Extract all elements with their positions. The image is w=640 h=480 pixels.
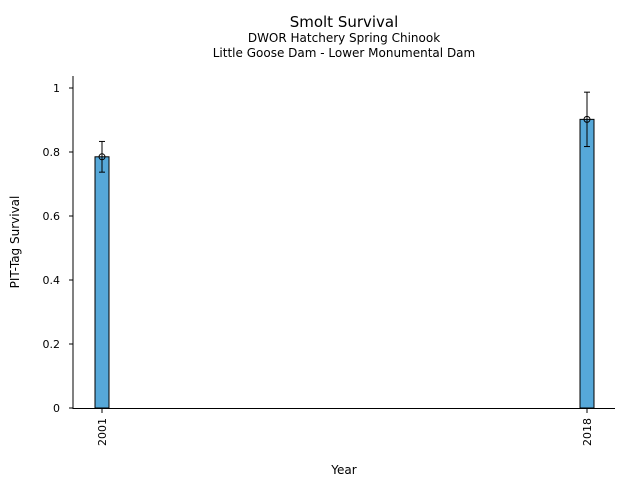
- y-tick-label: 0.4: [43, 274, 61, 287]
- x-tick-label: 2001: [96, 418, 109, 446]
- bar: [579, 118, 595, 409]
- x-axis-label: Year: [330, 463, 356, 477]
- chart-title: Smolt Survival: [289, 13, 399, 31]
- y-tick-label: 0.8: [43, 146, 61, 159]
- bar: [94, 156, 110, 409]
- y-tick-label: 0.6: [43, 210, 61, 223]
- y-tick-label: 0.2: [43, 338, 61, 351]
- chart-subtitle-line-1: DWOR Hatchery Spring Chinook: [247, 31, 441, 45]
- y-tick-label: 0: [53, 402, 60, 415]
- y-axis-label: PIT-Tag Survival: [8, 196, 22, 289]
- point-marker: [98, 153, 106, 161]
- y-tick-label: 1: [53, 82, 60, 95]
- x-tick-label: 2018: [581, 418, 594, 446]
- point-marker: [583, 115, 591, 123]
- chart-subtitle-line-2: Little Goose Dam - Lower Monumental Dam: [212, 46, 476, 60]
